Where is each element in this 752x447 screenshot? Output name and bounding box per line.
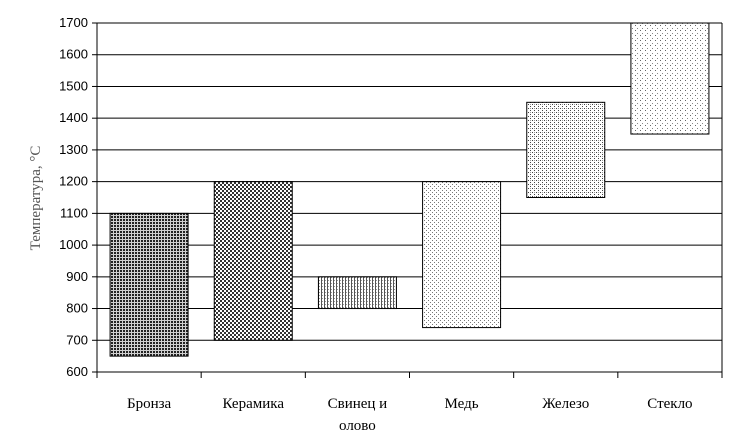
y-tick-labels: 600 700 800 900 1000 1100 1200 1300 1400 1500 1600… xyxy=(59,15,88,379)
category-label: Железо xyxy=(542,396,589,412)
y-tick-label: 700 xyxy=(66,332,88,347)
range-bar xyxy=(526,101,606,198)
range-bar xyxy=(213,181,293,341)
y-tick-label: 800 xyxy=(66,301,88,316)
category-label: Свинец и xyxy=(328,396,388,412)
y-tick-label: 1200 xyxy=(59,174,88,189)
range-bar xyxy=(422,181,502,329)
range-bar xyxy=(630,22,710,135)
y-tick-label: 1700 xyxy=(59,15,88,30)
range-bar xyxy=(109,212,189,357)
y-tick-label: 900 xyxy=(66,269,88,284)
range-bars xyxy=(109,22,710,357)
y-tick-label: 600 xyxy=(66,364,88,379)
y-tick-label: 1400 xyxy=(59,110,88,125)
y-tick-label: 1100 xyxy=(60,205,88,220)
category-label: Медь xyxy=(445,396,479,412)
y-axis-title: Температура, °C xyxy=(28,146,44,251)
y-tick-label: 1000 xyxy=(59,237,88,252)
category-label: Стекло xyxy=(647,396,692,412)
y-tick-label: 1500 xyxy=(59,78,88,93)
y-tick-label: 1600 xyxy=(59,47,88,62)
category-labels: Бронза Керамика Свинец и олово Медь Железо Сте… xyxy=(127,396,693,434)
axes xyxy=(92,22,723,378)
category-label: Бронза xyxy=(127,396,172,412)
category-label: Керамика xyxy=(223,396,285,412)
category-label: олово xyxy=(339,418,376,434)
range-bar xyxy=(317,276,397,310)
y-tick-label: 1300 xyxy=(59,142,88,157)
gridlines xyxy=(97,22,722,373)
